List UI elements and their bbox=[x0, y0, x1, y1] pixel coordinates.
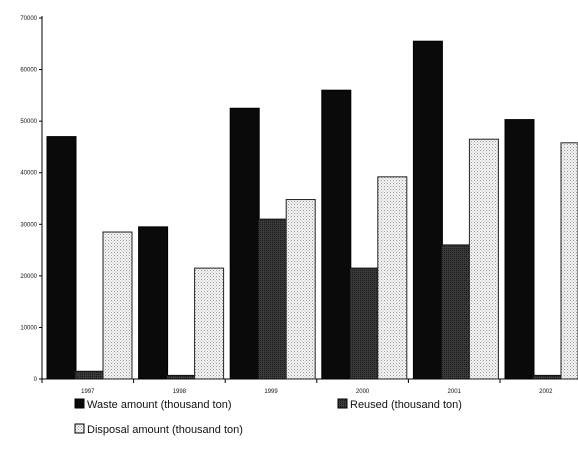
bar bbox=[166, 374, 197, 380]
x-tick-label: 2002 bbox=[539, 389, 553, 395]
bar bbox=[468, 138, 499, 380]
legend: Waste amount (thousand ton) Reused (thous… bbox=[74, 398, 462, 436]
y-tick-label: 10000 bbox=[20, 325, 37, 331]
bar bbox=[504, 119, 535, 380]
bar bbox=[440, 244, 471, 380]
bar bbox=[74, 370, 105, 380]
x-tick-label: 2001 bbox=[448, 389, 462, 395]
y-tick-label: 40000 bbox=[20, 171, 37, 177]
legend-label: Disposal amount (thousand ton) bbox=[87, 424, 243, 436]
bar bbox=[229, 107, 260, 380]
x-tick-label: 1999 bbox=[264, 389, 278, 395]
x-tick-label: 1997 bbox=[81, 389, 95, 395]
y-tick-label: 0 bbox=[34, 377, 38, 383]
y-tick-label: 60000 bbox=[20, 68, 37, 74]
bar bbox=[102, 231, 133, 380]
bar bbox=[46, 136, 77, 380]
labels: 0 10000 20000 30000 40000 50000 60000 70000 1997… bbox=[20, 16, 553, 395]
legend-swatch bbox=[74, 398, 85, 409]
bar bbox=[532, 374, 563, 380]
bar bbox=[560, 142, 578, 380]
bar bbox=[321, 89, 352, 380]
bar bbox=[349, 267, 380, 380]
y-tick-label: 30000 bbox=[20, 222, 37, 228]
legend-swatch bbox=[74, 423, 85, 434]
bar bbox=[412, 40, 443, 380]
y-tick-label: 20000 bbox=[20, 274, 37, 280]
x-tick-label: 1998 bbox=[173, 389, 187, 395]
legend-swatch bbox=[337, 398, 348, 409]
bar bbox=[194, 267, 225, 380]
bar bbox=[138, 226, 169, 380]
bar bbox=[377, 176, 408, 380]
legend-label: Reused (thousand ton) bbox=[350, 399, 462, 411]
legend-label: Waste amount (thousand ton) bbox=[87, 399, 232, 411]
bars bbox=[46, 40, 578, 380]
y-tick-label: 50000 bbox=[20, 119, 37, 125]
y-tick-label: 70000 bbox=[20, 16, 37, 22]
bar bbox=[257, 218, 288, 380]
bar bbox=[285, 199, 316, 380]
x-tick-label: 2000 bbox=[356, 389, 370, 395]
